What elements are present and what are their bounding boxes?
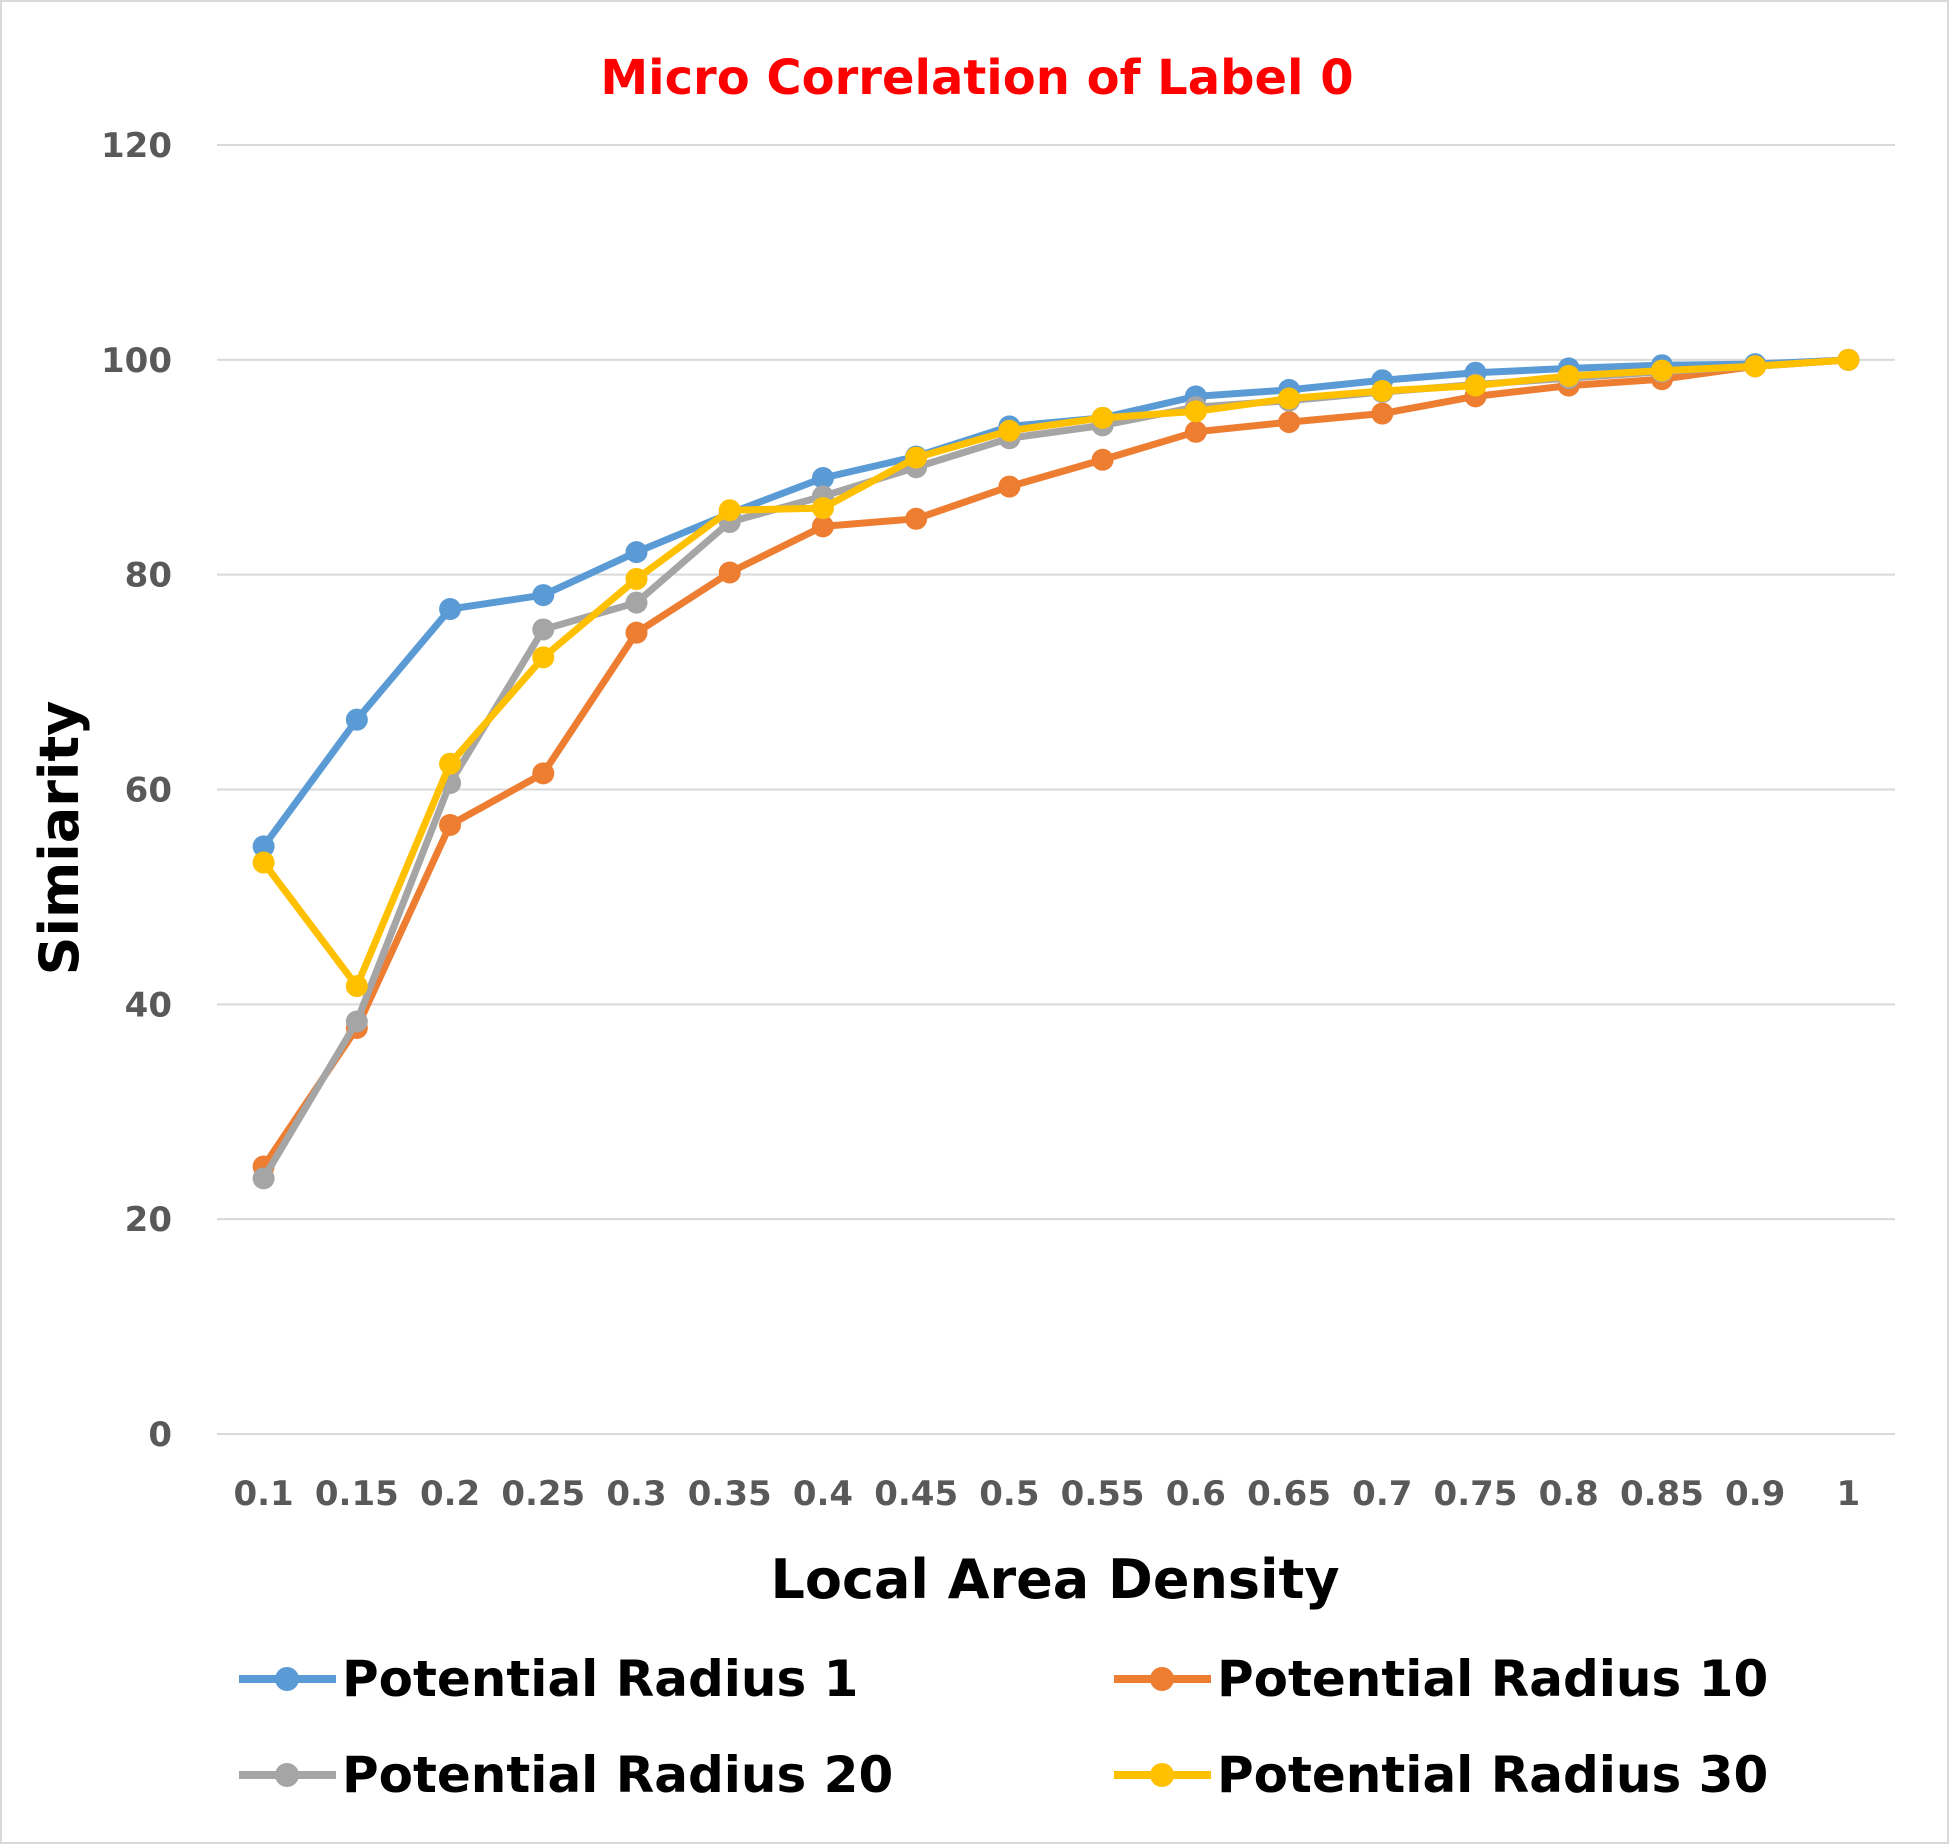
x-tick-label: 0.4 [793, 1474, 853, 1514]
legend-label: Potential Radius 20 [342, 1746, 893, 1804]
data-point [345, 708, 368, 731]
data-point [625, 541, 648, 564]
legend: Potential Radius 1 Potential Radius 10 Pot… [239, 1650, 1768, 1804]
series-line [260, 356, 1852, 990]
data-point [1744, 355, 1767, 378]
y-axis-tick-labels: 0 20 40 60 80 100 120 [101, 126, 172, 1455]
x-tick-label: 0.3 [606, 1474, 666, 1514]
legend-label: Potential Radius 30 [1217, 1746, 1768, 1804]
legend-marker [1150, 1763, 1174, 1787]
x-tick-label: 0.35 [688, 1474, 772, 1514]
series-line [260, 356, 1852, 1182]
data-point [998, 475, 1021, 498]
legend-item: Potential Radius 1 [239, 1650, 858, 1708]
data-point [252, 851, 275, 874]
legend-label: Potential Radius 1 [342, 1650, 858, 1708]
x-tick-label: 0.9 [1725, 1474, 1785, 1514]
data-point [1091, 448, 1114, 471]
data-point [1184, 400, 1207, 423]
y-tick-label: 0 [148, 1415, 172, 1455]
data-point [1371, 379, 1394, 402]
data-point [998, 419, 1021, 442]
x-axis-tick-labels: 0.1 0.15 0.2 0.25 0.3 0.35 0.4 0.45 0.5 0.55 0.6 0.… [233, 1474, 1860, 1514]
legend-item: Potential Radius 20 [239, 1746, 893, 1804]
data-point [1464, 374, 1487, 397]
x-tick-label: 0.65 [1247, 1474, 1331, 1514]
series-line [260, 356, 1852, 1171]
data-point [439, 752, 462, 775]
y-tick-label: 20 [125, 1200, 172, 1240]
data-point [811, 515, 834, 538]
data-point [1278, 411, 1301, 434]
data-point [345, 975, 368, 998]
x-tick-label: 0.15 [315, 1474, 399, 1514]
legend-label: Potential Radius 10 [1217, 1650, 1768, 1708]
x-tick-label: 0.55 [1061, 1474, 1145, 1514]
data-point [905, 446, 928, 469]
series-group [252, 348, 1860, 1190]
series-2 [252, 348, 1860, 1178]
data-point [252, 835, 275, 858]
data-point [532, 618, 555, 641]
data-point [345, 1010, 368, 1033]
data-point [1650, 359, 1673, 382]
y-tick-label: 100 [101, 341, 172, 381]
data-point [625, 591, 648, 614]
x-tick-label: 0.85 [1620, 1474, 1704, 1514]
x-tick-label: 1 [1837, 1474, 1861, 1514]
y-tick-label: 60 [125, 771, 172, 811]
data-point [811, 466, 834, 489]
x-tick-label: 0.7 [1352, 1474, 1412, 1514]
data-point [1184, 420, 1207, 443]
x-axis-title: Local Area Density [770, 1548, 1339, 1611]
data-point [439, 813, 462, 836]
legend-marker [275, 1763, 299, 1787]
x-tick-label: 0.8 [1539, 1474, 1599, 1514]
legend-marker [1150, 1667, 1174, 1691]
data-point [532, 646, 555, 669]
gridlines [217, 144, 1895, 1435]
y-axis-title: Simiarity [28, 701, 91, 976]
data-point [718, 561, 741, 584]
data-point [439, 598, 462, 621]
x-tick-label: 0.2 [420, 1474, 480, 1514]
chart-title: Micro Correlation of Label 0 [600, 50, 1353, 106]
x-tick-label: 0.1 [233, 1474, 293, 1514]
data-point [811, 497, 834, 520]
data-point [532, 584, 555, 607]
data-point [625, 567, 648, 590]
data-point [905, 507, 928, 530]
x-tick-label: 0.25 [501, 1474, 585, 1514]
data-point [625, 621, 648, 644]
data-point [1091, 406, 1114, 429]
x-tick-label: 0.45 [874, 1474, 958, 1514]
x-tick-label: 0.6 [1166, 1474, 1226, 1514]
data-point [1557, 364, 1580, 387]
series-4 [252, 348, 1860, 998]
y-tick-label: 80 [125, 556, 172, 596]
data-point [718, 499, 741, 522]
legend-item: Potential Radius 10 [1114, 1650, 1768, 1708]
data-point [1837, 348, 1860, 371]
legend-marker [275, 1667, 299, 1691]
x-tick-label: 0.75 [1434, 1474, 1518, 1514]
data-point [1371, 402, 1394, 425]
y-tick-label: 40 [125, 985, 172, 1025]
data-point [252, 1167, 275, 1190]
data-point [532, 762, 555, 785]
legend-item: Potential Radius 30 [1114, 1746, 1768, 1804]
y-tick-label: 120 [101, 126, 172, 166]
data-point [1278, 387, 1301, 410]
x-tick-label: 0.5 [979, 1474, 1039, 1514]
